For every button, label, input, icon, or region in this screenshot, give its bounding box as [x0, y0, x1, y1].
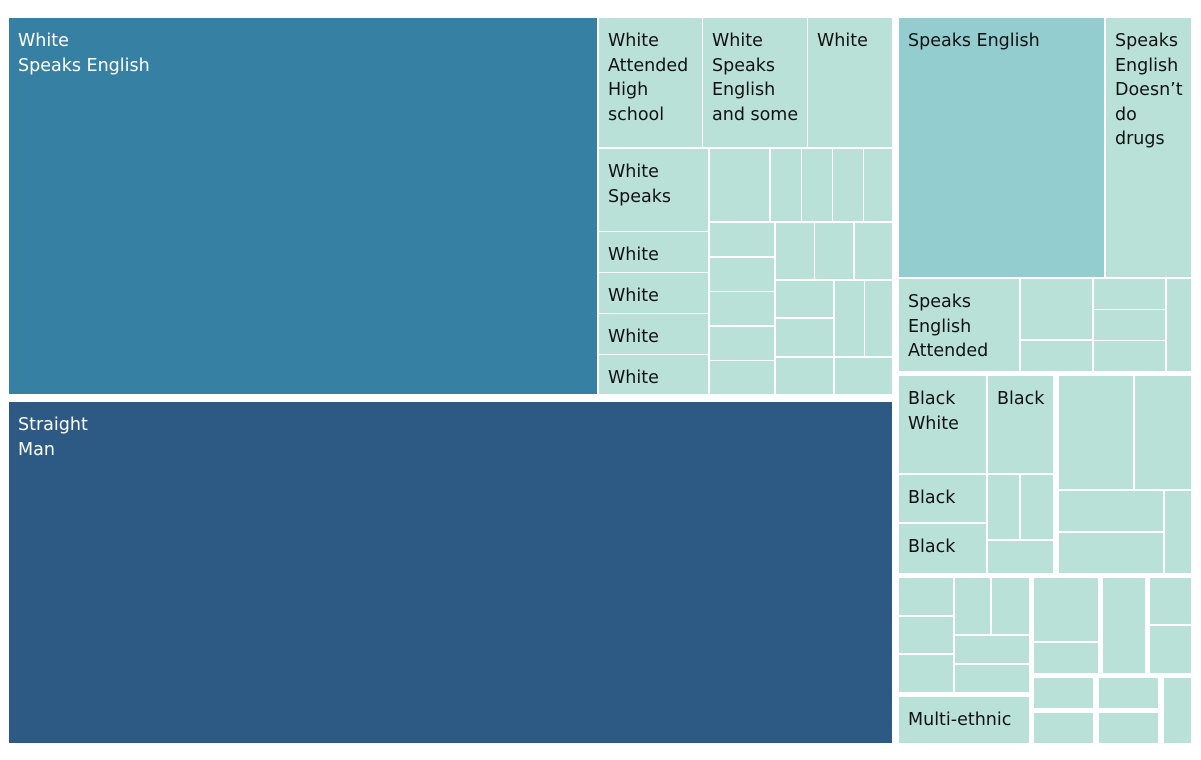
treemap-cell-37[interactable]	[1167, 279, 1191, 371]
treemap-cell-67[interactable]	[1164, 678, 1191, 743]
treemap-cell-32[interactable]	[1021, 279, 1092, 339]
treemap-cell-label: Speaks English	[908, 31, 1040, 51]
treemap-cell-22[interactable]	[710, 361, 774, 394]
treemap-cell-56[interactable]	[955, 665, 1029, 692]
treemap-cell-63[interactable]	[1034, 678, 1093, 708]
treemap-cell-13[interactable]	[833, 149, 863, 221]
treemap-cell-black-white[interactable]: Black White	[899, 376, 986, 473]
treemap-cell-label: Black	[908, 537, 956, 557]
treemap-cell-label: White Speaks	[608, 162, 671, 207]
treemap-cell-52[interactable]	[899, 655, 953, 692]
treemap-cell-label: Black	[997, 389, 1045, 409]
treemap-cell-47[interactable]	[1059, 491, 1163, 531]
treemap-cell-62[interactable]	[1150, 626, 1191, 673]
treemap-cell-label: White Attended High school	[608, 31, 689, 125]
treemap-cell-label: White	[608, 245, 659, 265]
treemap-cell-label: White	[608, 327, 659, 347]
treemap-cell-27[interactable]	[865, 281, 892, 356]
treemap-cell-45[interactable]	[1059, 376, 1133, 489]
treemap-cell-46[interactable]	[1135, 376, 1191, 489]
treemap-cell-white-speaks-english[interactable]: White Speaks English	[9, 18, 597, 394]
treemap-cell-36[interactable]	[1094, 341, 1165, 371]
treemap-cell-label: Multi-ethnic	[908, 710, 1012, 730]
treemap-cell-white-e[interactable]: White	[599, 355, 708, 394]
treemap-cell-speaks-english-doesnt-do-drugs[interactable]: Speaks English Doesn’t do drugs	[1106, 18, 1191, 277]
treemap-cell-label: Speaks English Attended	[908, 292, 989, 361]
treemap-cell-14[interactable]	[864, 149, 892, 221]
treemap-cell-26[interactable]	[835, 281, 864, 356]
treemap-cell-white-d[interactable]: White	[599, 314, 708, 354]
treemap-cell-label: White Speaks English	[18, 31, 150, 76]
treemap-cell-28[interactable]	[835, 358, 892, 394]
treemap-cell-25[interactable]	[776, 358, 833, 394]
treemap-cell-33[interactable]	[1021, 341, 1092, 371]
treemap-cell-black-b[interactable]: Black	[899, 475, 986, 522]
treemap-cell-speaks-english-attended[interactable]: Speaks English Attended	[899, 279, 1019, 371]
treemap-cell-19[interactable]	[710, 258, 774, 291]
treemap-cell-white-c[interactable]: White	[599, 273, 708, 313]
treemap-cell-18[interactable]	[855, 223, 892, 279]
treemap-cell-16[interactable]	[776, 223, 814, 279]
treemap-cell-59[interactable]	[1034, 643, 1098, 673]
treemap-cell-24[interactable]	[776, 319, 833, 356]
treemap-cell-55[interactable]	[955, 636, 1029, 663]
treemap-cell-label: Straight Man	[18, 415, 88, 460]
treemap-cell-54[interactable]	[992, 578, 1029, 634]
treemap-cell-12[interactable]	[802, 149, 832, 221]
treemap-cell-white-speaks[interactable]: White Speaks	[599, 149, 708, 231]
treemap-cell-53[interactable]	[955, 578, 990, 634]
treemap-cell-51[interactable]	[899, 617, 953, 653]
treemap-cell-42[interactable]	[988, 475, 1019, 539]
treemap-cell-white-speaks-english-and-some[interactable]: White Speaks English and some	[703, 18, 807, 147]
treemap-cell-label: White	[608, 286, 659, 306]
treemap-cell-65[interactable]	[1099, 678, 1158, 708]
treemap-cell-straight-man[interactable]: Straight Man	[9, 402, 892, 743]
treemap-cell-label: White	[817, 31, 868, 51]
treemap-cell-58[interactable]	[1034, 578, 1098, 641]
treemap-cell-49[interactable]	[1165, 491, 1191, 573]
treemap-cell-17[interactable]	[815, 223, 853, 279]
treemap-cell-white-attended-high-school[interactable]: White Attended High school	[599, 18, 702, 147]
treemap-cell-43[interactable]	[1021, 475, 1053, 539]
treemap-cell-multi-ethnic[interactable]: Multi-ethnic	[899, 697, 1029, 743]
treemap-cell-15[interactable]	[710, 223, 774, 256]
treemap-cell-61[interactable]	[1150, 578, 1191, 624]
treemap-cell-black-c[interactable]: Black	[899, 524, 986, 573]
treemap-cell-label: White	[608, 368, 659, 388]
treemap-cell-44[interactable]	[988, 541, 1053, 573]
treemap-cell-21[interactable]	[710, 327, 774, 360]
treemap-cell-10[interactable]	[710, 149, 769, 221]
treemap-cell-white-b[interactable]: White	[599, 232, 708, 272]
treemap-cell-white-a[interactable]: White	[808, 18, 892, 147]
treemap-cell-23[interactable]	[776, 281, 833, 317]
treemap-cell-label: Black	[908, 488, 956, 508]
treemap-cell-64[interactable]	[1034, 713, 1093, 743]
treemap-cell-20[interactable]	[710, 292, 774, 325]
treemap-cell-black-a[interactable]: Black	[988, 376, 1053, 473]
treemap-cell-label: White Speaks English and some	[712, 31, 799, 125]
treemap-cell-label: Black White	[908, 389, 959, 434]
treemap-cell-50[interactable]	[899, 578, 953, 615]
treemap-cell-speaks-english[interactable]: Speaks English	[899, 18, 1104, 277]
treemap-cell-48[interactable]	[1059, 533, 1163, 573]
treemap-cell-34[interactable]	[1094, 279, 1165, 309]
treemap-cell-60[interactable]	[1103, 578, 1145, 673]
treemap-cell-label: Speaks English Doesn’t do drugs	[1115, 31, 1183, 149]
treemap-cell-11[interactable]	[771, 149, 801, 221]
treemap-cell-66[interactable]	[1099, 713, 1158, 743]
treemap-cell-35[interactable]	[1094, 310, 1165, 340]
